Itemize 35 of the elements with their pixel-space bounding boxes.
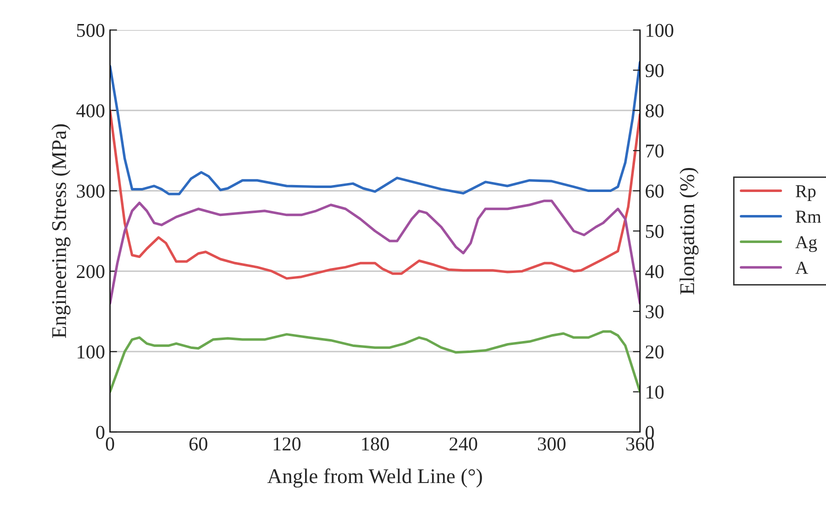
y2-tick-label: 40 [645,265,664,278]
line-series [110,200,640,305]
x-tick-label: 360 [626,437,654,451]
line-series [110,330,640,394]
legend-label: Ag [795,236,817,252]
y2-tick-label: 50 [646,224,664,238]
y2-tick-label: 30 [646,305,664,318]
line-series [110,109,640,280]
y-tick-label: 100 [78,345,104,359]
x-tick-label: 300 [538,437,566,451]
y-tick-label: 0 [96,426,104,439]
y2-tick-label: 100 [646,24,674,37]
legend-label: Rm [796,210,822,223]
y-axis-title: Engineering Stress (MPa) [51,124,70,338]
legend-label: Rp [796,185,816,201]
y2-axis-title: Elongation (%) [680,168,699,294]
y-tick-label: 300 [76,184,104,198]
y2-tick-label: 20 [646,345,664,359]
x-tick-label: 60 [189,437,208,451]
x-tick-label: 120 [274,437,301,451]
y2-tick-label: 70 [646,144,664,158]
x-tick-label: 180 [362,437,389,451]
y2-tick-label: 0 [646,426,654,439]
y2-tick-label: 90 [645,64,664,78]
line-series [110,60,640,196]
y2-tick-label: 10 [646,386,664,399]
y2-tick-label: 80 [646,104,664,118]
y-tick-label: 200 [76,265,104,278]
y-tick-label: 400 [76,104,104,118]
y2-tick-label: 60 [646,184,664,198]
x-tick-label: 240 [450,437,478,451]
x-tick-label: 0 [106,437,114,451]
legend-label: A [795,262,808,274]
x-axis-title: Angle from Weld Line (°) [267,468,482,488]
y-tick-label: 500 [77,24,104,37]
